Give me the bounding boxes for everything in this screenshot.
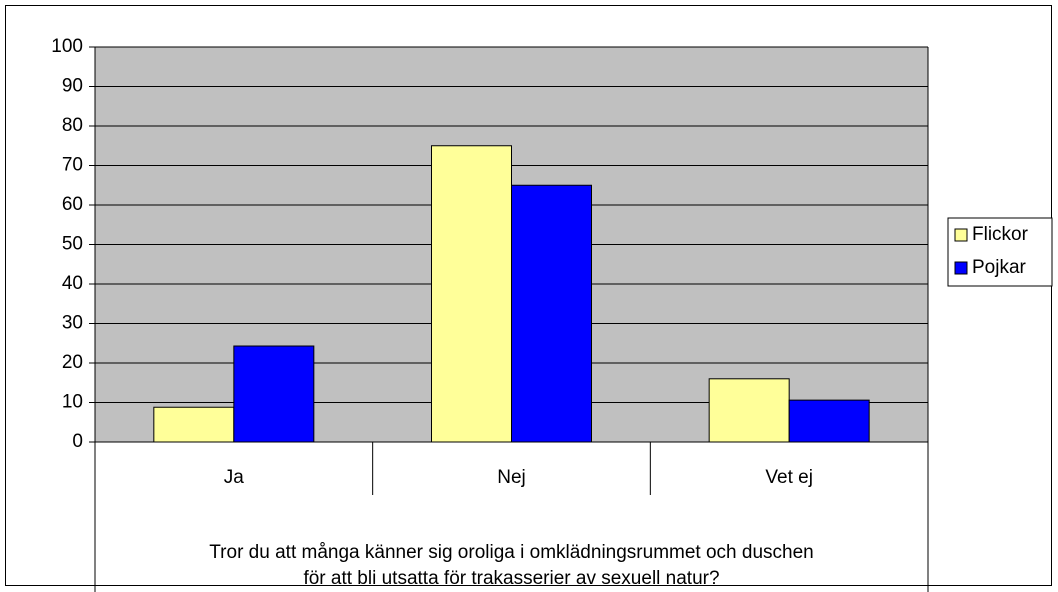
y-tick-label: 90 <box>62 76 83 97</box>
y-tick-label: 70 <box>62 155 83 176</box>
bar <box>153 406 235 443</box>
legend-label: Flickor <box>972 224 1029 245</box>
x-tick-label: Nej <box>497 467 526 488</box>
bar <box>788 399 870 443</box>
bar <box>431 145 512 443</box>
legend-label: Pojkar <box>972 257 1027 278</box>
y-tick-label: 60 <box>62 194 83 215</box>
x-tick-label: Ja <box>224 467 245 488</box>
x-axis-label: för att bli utsatta för trakasserier av … <box>303 568 719 589</box>
bar <box>511 184 592 443</box>
y-tick-label: 20 <box>62 352 83 373</box>
y-tick-label: 100 <box>51 36 83 57</box>
x-tick-label: Vet ej <box>765 467 813 488</box>
y-tick-label: 0 <box>72 431 83 452</box>
x-axis-label: Tror du att många känner sig oroliga i o… <box>209 542 813 563</box>
bar <box>708 378 790 443</box>
bar <box>233 345 315 443</box>
y-tick-label: 50 <box>62 234 83 255</box>
y-tick-label: 80 <box>62 115 83 136</box>
legend-swatch <box>954 228 968 242</box>
y-tick-label: 10 <box>62 392 83 413</box>
legend-swatch <box>954 261 968 275</box>
y-tick-label: 40 <box>62 273 83 294</box>
y-tick-label: 30 <box>62 313 83 334</box>
